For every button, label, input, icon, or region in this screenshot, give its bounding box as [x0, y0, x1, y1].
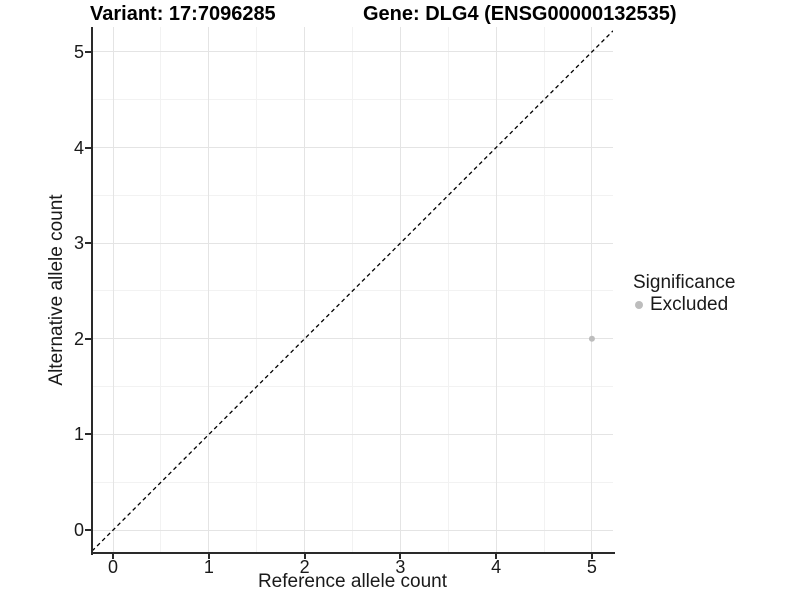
gridline-major-horizontal [92, 338, 613, 340]
y-tick-mark [85, 242, 91, 245]
x-axis-title: Reference allele count [257, 571, 448, 592]
x-tick-mark [399, 553, 402, 559]
y-axis-line [91, 27, 93, 555]
y-tick-mark [85, 433, 91, 436]
gridline-minor-horizontal [92, 386, 613, 388]
x-tick-mark [112, 553, 115, 559]
data-point [588, 335, 595, 342]
x-tick-label: 4 [491, 557, 502, 577]
y-tick-label: 4 [73, 137, 84, 158]
gridline-major-vertical [112, 27, 114, 553]
x-tick-mark [303, 553, 306, 559]
gridline-major-horizontal [92, 433, 613, 435]
x-tick-label: 1 [203, 557, 214, 577]
x-tick-mark [207, 553, 210, 559]
y-tick-label: 1 [73, 424, 84, 445]
legend-item-excluded: Excluded [633, 294, 735, 315]
y-tick-label: 3 [73, 233, 84, 254]
gridline-minor-horizontal [92, 99, 613, 101]
gridline-minor-vertical [256, 27, 258, 553]
y-tick-label: 2 [73, 328, 84, 349]
panel-overlay [92, 30, 613, 552]
x-tick-label: 3 [395, 557, 406, 577]
x-tick-mark [590, 553, 593, 559]
y-tick-mark [85, 337, 91, 340]
y-tick-label: 5 [73, 41, 84, 62]
legend-title: Significance [633, 272, 736, 293]
identity-reference-line [92, 30, 613, 552]
gridline-major-vertical [304, 27, 306, 553]
gridline-major-vertical [208, 27, 210, 553]
x-tick-label: 5 [586, 557, 597, 577]
gridline-major-horizontal [92, 242, 613, 244]
gridline-major-vertical [495, 27, 497, 553]
gridline-major-vertical [591, 27, 593, 553]
y-tick-label: 0 [73, 520, 84, 541]
x-tick-label: 0 [108, 557, 119, 577]
x-axis-line [91, 552, 615, 554]
legend: Significance Excluded [633, 272, 735, 315]
gridline-minor-vertical [160, 27, 162, 553]
y-tick-mark [85, 50, 91, 53]
gridline-minor-horizontal [92, 194, 613, 196]
variant-title: Variant: 17:7096285 [90, 3, 276, 25]
gridline-major-horizontal [92, 147, 613, 148]
y-axis-title: Alternative allele count [46, 194, 67, 386]
legend-point-icon [635, 301, 643, 309]
gridline-minor-vertical [447, 27, 449, 553]
gridline-major-horizontal [92, 529, 613, 531]
plot-panel [92, 27, 613, 553]
gridline-major-vertical [399, 27, 401, 553]
x-tick-mark [495, 553, 498, 559]
gene-title: Gene: DLG4 (ENSG00000132535) [363, 3, 677, 25]
gridline-minor-horizontal [92, 481, 613, 483]
gridline-minor-vertical [352, 27, 353, 553]
gridline-major-horizontal [92, 51, 613, 53]
y-tick-mark [85, 146, 91, 149]
gridline-minor-vertical [543, 27, 545, 553]
y-tick-mark [85, 529, 91, 532]
x-tick-label: 2 [299, 557, 310, 577]
legend-item-label: Excluded [650, 294, 729, 315]
